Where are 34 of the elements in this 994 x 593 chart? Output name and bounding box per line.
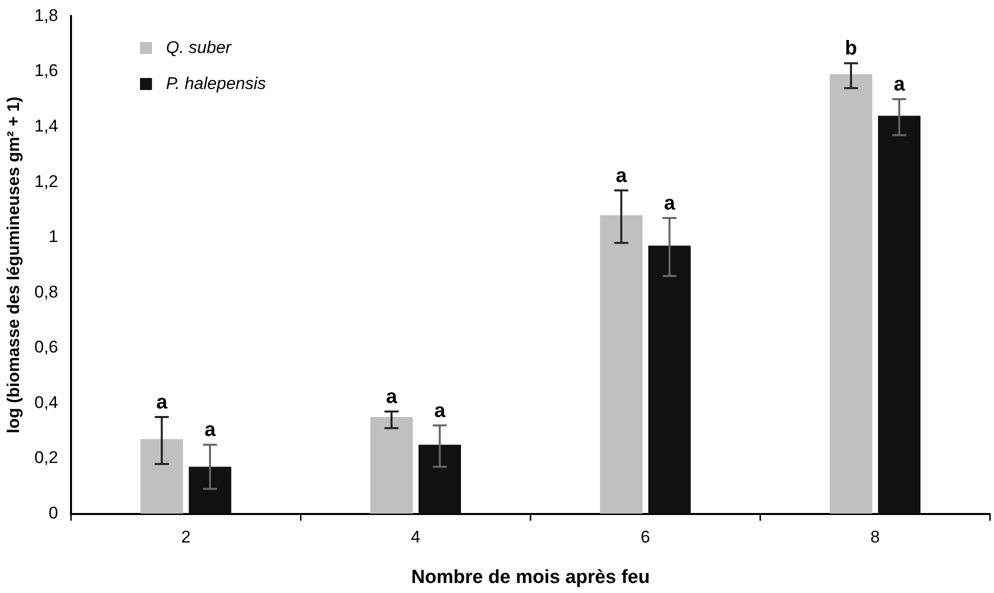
x-tick-label: 4 [410, 528, 420, 547]
data-label: a [616, 164, 628, 187]
y-tick-label: 1,2 [34, 172, 58, 191]
data-label: a [894, 74, 906, 96]
data-label: a [664, 192, 676, 215]
y-axis-title: log (biomasse des légumineuses gm² + 1) [4, 96, 23, 434]
bar [600, 215, 642, 514]
bar [648, 246, 691, 514]
x-tick-label: 8 [870, 528, 880, 547]
legend-label: P. halepensis [166, 74, 266, 94]
x-tick-label: 6 [640, 528, 650, 547]
y-tick-label: 0,6 [34, 338, 58, 357]
y-tick-label: 1,6 [34, 61, 58, 80]
data-label: a [434, 400, 446, 422]
x-tick-label: 2 [181, 528, 191, 547]
y-tick-label: 1,4 [34, 116, 58, 136]
legend-label: Q. suber [166, 38, 232, 58]
bar [188, 466, 232, 514]
data-label: b [844, 38, 858, 60]
y-tick-label: 0 [48, 503, 58, 522]
bar [830, 74, 872, 514]
bar [418, 444, 461, 514]
y-tick-label: 0,8 [34, 282, 58, 302]
y-tick-label: 0,4 [34, 392, 58, 412]
x-axis-title: Nombre de mois après feu [411, 566, 650, 588]
y-tick-label: 0,2 [34, 448, 58, 468]
bar [370, 417, 413, 514]
data-label: a [156, 392, 168, 414]
data-label: a [386, 386, 398, 408]
bar [878, 116, 920, 514]
y-tick-label: 1,8 [34, 6, 58, 25]
bar [140, 439, 184, 514]
y-tick-label: 1 [48, 227, 58, 246]
data-label: a [204, 419, 216, 442]
